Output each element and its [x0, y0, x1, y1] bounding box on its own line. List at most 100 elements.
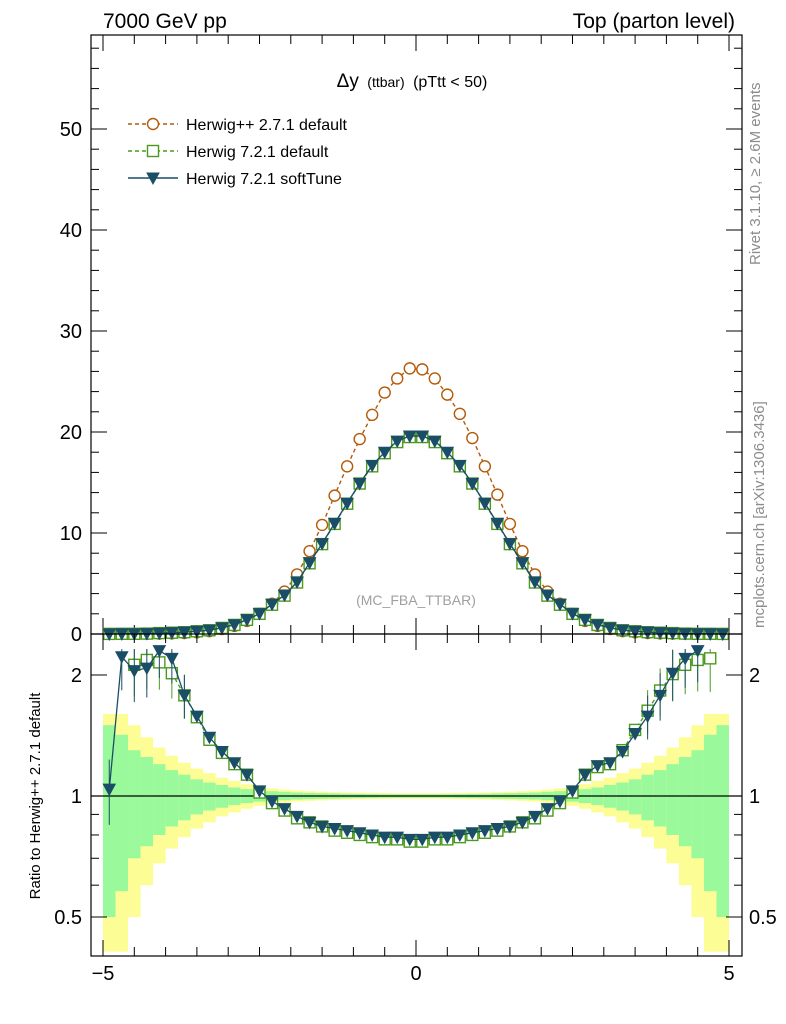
ratio-green-band	[153, 764, 166, 835]
main-data-point	[252, 608, 267, 621]
main-data-point	[628, 625, 642, 639]
main-data-point	[615, 624, 630, 638]
ratio-data-point	[227, 757, 242, 770]
main-data-point	[315, 538, 329, 551]
ratio-data-point	[415, 833, 430, 847]
main-data-point	[402, 430, 417, 444]
ratio-green-band	[641, 774, 654, 821]
main-data-point	[391, 372, 404, 385]
ratio-data-point	[578, 769, 592, 782]
main-data-point	[603, 622, 617, 635]
main-axis-ticks	[91, 35, 742, 635]
main-data-point	[290, 576, 304, 590]
main-data-point	[365, 459, 380, 473]
rivet-version-label: Rivet 3.1.10, ≥ 2.6M events	[747, 83, 764, 266]
main-data-point	[265, 598, 279, 612]
main-data-point	[590, 619, 605, 632]
ratio-y-tick-label-left: 1	[71, 786, 82, 808]
energy-label: 7000 GeV pp	[103, 10, 227, 33]
main-data-point	[365, 408, 379, 422]
main-data-point	[578, 614, 592, 627]
ratio-data-point	[290, 810, 304, 824]
analysis-watermark: (MC_FBA_TTBAR)	[356, 592, 476, 608]
ratio-data-point	[265, 795, 279, 809]
legend: Herwig++ 2.7.1 default Herwig 7.2.1 defau…	[128, 117, 348, 188]
main-data-point	[640, 626, 655, 640]
main-data-point	[427, 435, 442, 449]
x-tick-label: 0	[410, 963, 421, 985]
main-data-point	[528, 576, 542, 590]
main-data-point	[540, 589, 555, 603]
main-data-point	[415, 430, 430, 444]
ratio-green-band	[716, 725, 729, 918]
ratio-green-band	[653, 770, 667, 827]
plot-title: Δy (ttbar) (pTtt < 50)	[337, 71, 488, 92]
main-data-point	[353, 432, 366, 446]
ratio-data-point	[427, 831, 442, 845]
main-data-point	[553, 598, 567, 612]
main-data-point	[327, 517, 342, 531]
main-y-tick-label: 0	[71, 624, 82, 646]
x-tick-labels: −5 0 5	[92, 963, 735, 985]
main-data-point	[190, 625, 204, 639]
ratio-data-point	[590, 760, 605, 773]
ratio-data-point	[190, 710, 204, 724]
mcplots-label: mcplots.cern.ch [arXiv:1306.3436]	[751, 401, 768, 628]
legend-marker	[146, 172, 160, 186]
ratio-data-point	[690, 645, 705, 658]
main-data-point	[177, 626, 192, 640]
ratio-uncertainty-bands	[103, 713, 729, 952]
ratio-data-point	[452, 829, 467, 843]
main-data-point	[490, 517, 505, 531]
ratio-y-tick-label-right: 1	[749, 786, 760, 808]
main-data-point	[165, 627, 179, 640]
main-data-point	[440, 446, 455, 460]
x-tick-label: 5	[723, 963, 734, 985]
legend-marker	[146, 117, 160, 131]
ratio-data-point	[390, 831, 405, 845]
main-data-point	[227, 619, 242, 632]
ratio-y-tick-label-left: 0.5	[54, 907, 82, 929]
legend-label: Herwig 7.2.1 default	[186, 144, 329, 161]
main-data-point	[653, 627, 667, 640]
ratio-data-point	[478, 825, 492, 838]
ratio-data-point	[202, 731, 217, 745]
main-data-point	[277, 589, 292, 603]
main-data-point	[328, 489, 341, 502]
ratio-y-tick-labels: 0.5 0.5 1 1 2 2	[54, 665, 777, 929]
main-data-point	[416, 363, 429, 376]
ratio-data-point	[152, 645, 167, 658]
ratio-data-point	[102, 783, 117, 797]
ratio-data-point	[240, 769, 254, 782]
ratio-data-point	[215, 746, 229, 759]
main-data-point	[215, 622, 229, 635]
ratio-data-point	[114, 651, 129, 664]
main-data-point	[503, 517, 517, 531]
ratio-y-tick-label-left: 2	[71, 665, 82, 687]
legend-marker	[146, 144, 160, 158]
ratio-data-point	[503, 820, 517, 834]
main-y-tick-label: 30	[60, 321, 82, 343]
ratio-green-band	[190, 779, 204, 815]
ratio-data-point	[665, 667, 680, 681]
main-data-point	[515, 557, 530, 570]
ratio-green-band	[128, 750, 141, 859]
main-data-point	[466, 431, 479, 445]
main-data-point	[428, 372, 441, 385]
main-data-point	[202, 624, 217, 638]
main-data-point	[403, 362, 416, 375]
main-data-point	[452, 459, 467, 473]
ratio-series-group	[102, 645, 717, 848]
ratio-data-point	[540, 803, 555, 816]
ratio-data-point	[139, 662, 154, 676]
ratio-data-point	[615, 746, 630, 759]
ratio-data-point	[340, 825, 354, 838]
main-data-point	[516, 544, 529, 558]
ratio-data-point	[377, 831, 392, 845]
ratio-data-point	[365, 829, 380, 843]
main-y-tick-label: 40	[60, 220, 82, 242]
ratio-green-band	[628, 779, 642, 815]
ratio-data-point	[678, 652, 693, 666]
main-data-point	[340, 497, 354, 511]
ratio-data-point	[177, 689, 192, 703]
